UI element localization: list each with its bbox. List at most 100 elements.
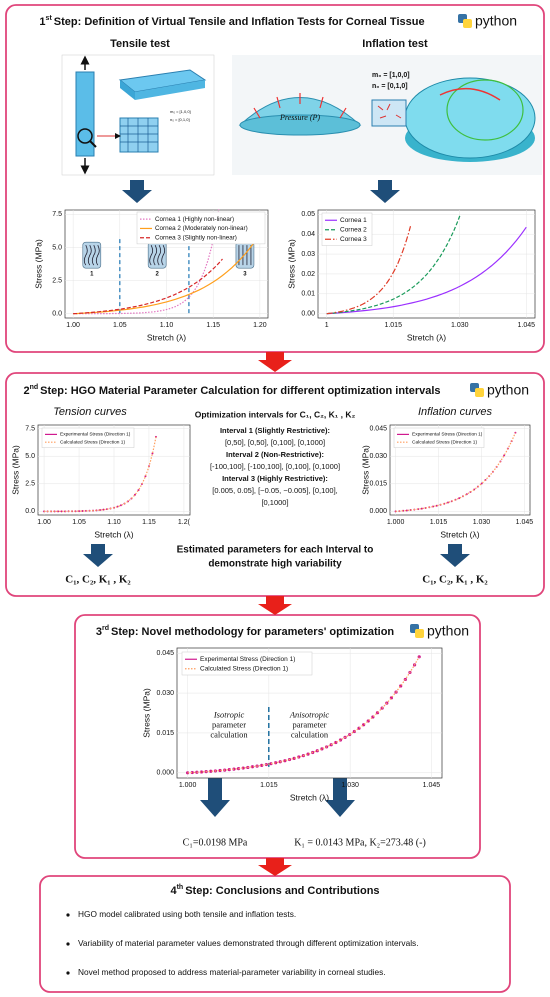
y-axis-title: Stress (MPa) bbox=[33, 239, 43, 289]
curve bbox=[44, 436, 157, 512]
x-tick-label: 1.15 bbox=[142, 519, 156, 526]
x-tick-label: 1.045 bbox=[516, 519, 534, 526]
title-part: nd bbox=[30, 384, 39, 391]
annotation: parameter bbox=[212, 719, 246, 729]
curve bbox=[395, 432, 516, 512]
curve-point bbox=[133, 493, 136, 496]
legend-label: Cornea 2 bbox=[340, 226, 367, 233]
image-label: m₀ = [1,0,0] bbox=[372, 72, 410, 79]
x-tick-label: 1.030 bbox=[473, 519, 491, 526]
fiber-label: 1 bbox=[90, 272, 94, 278]
x-tick-label: 1.045 bbox=[423, 782, 441, 789]
x-axis-title: Stretch (λ) bbox=[407, 332, 446, 342]
inflation-illustration bbox=[232, 55, 542, 175]
title-part: th bbox=[177, 884, 184, 891]
curve bbox=[326, 214, 461, 315]
intervals-heading: Optimization intervals for C₁, C₂, K₁ , … bbox=[195, 409, 356, 419]
y-tick-label: 0.015 bbox=[156, 730, 174, 737]
curve bbox=[73, 258, 223, 315]
y-tick-label: 0.0 bbox=[52, 311, 62, 318]
legend-box bbox=[321, 212, 373, 246]
x-tick-label: 1.10 bbox=[107, 519, 121, 526]
curve-point bbox=[218, 768, 222, 773]
title-part: 1 bbox=[39, 16, 45, 28]
legend-label: Cornea 1 bbox=[340, 217, 367, 224]
legend-box bbox=[181, 651, 313, 676]
x-tick-label: 1.045 bbox=[518, 322, 536, 329]
step-title: 4th Step: Conclusions and Contributions bbox=[170, 884, 379, 897]
legend-label: Cornea 2 (Moderately non-linear) bbox=[155, 225, 248, 232]
x-tick-label: 1 bbox=[325, 322, 329, 329]
parameter-set: C₁, C₂, K₁ , K₂ bbox=[65, 574, 131, 586]
y-tick-label: 0.030 bbox=[369, 453, 387, 460]
annotation: parameter bbox=[293, 719, 327, 729]
title-part: Step: HGO Material Parameter Calculation… bbox=[40, 385, 440, 397]
legend-box bbox=[393, 427, 485, 448]
y-tick-label: 0.00 bbox=[301, 311, 315, 318]
curve-point bbox=[250, 765, 255, 769]
python-logo bbox=[470, 383, 484, 397]
legend-label: Experimental Stress (Direction 1) bbox=[60, 432, 131, 438]
curve-point bbox=[480, 482, 483, 485]
panel-heading: Inflation test bbox=[362, 38, 428, 50]
annotation: calculation bbox=[210, 729, 248, 739]
legend-label: Experimental Stress (Direction 1) bbox=[200, 656, 295, 663]
title-part: st bbox=[46, 15, 53, 22]
estimated-text: demonstrate high variability bbox=[208, 559, 342, 570]
y-axis-title: Stress (MPa) bbox=[141, 688, 151, 738]
x-tick-label: 1.015 bbox=[430, 519, 448, 526]
image-label: Pressure (P) bbox=[279, 113, 320, 122]
y-tick-label: 5.0 bbox=[52, 244, 62, 251]
logo-yellow bbox=[475, 388, 484, 397]
curve-point bbox=[241, 766, 245, 770]
x-tick-label: 1.15 bbox=[206, 322, 220, 329]
curve-point bbox=[447, 501, 450, 504]
x-tick-label: 1.20 bbox=[253, 322, 267, 329]
fiber-label: 2 bbox=[155, 272, 159, 278]
interval-name: Interval 2 (Non-Restrictive): bbox=[226, 450, 324, 459]
curve-point bbox=[227, 768, 231, 772]
y-tick-label: 0.03 bbox=[301, 251, 315, 258]
step-title: 3rd Step: Novel methodology for parameter… bbox=[96, 625, 395, 638]
curve-point bbox=[199, 770, 204, 774]
curve-point bbox=[186, 771, 190, 775]
legend-label: Cornea 3 (Slightly non-linear) bbox=[155, 234, 237, 241]
x-axis-title: Stretch (λ) bbox=[440, 529, 479, 539]
x-tick-label: 1.05 bbox=[113, 322, 127, 329]
bullet bbox=[66, 913, 70, 917]
curve-point bbox=[417, 655, 421, 659]
legend-label: Calculated Stress (Direction 1) bbox=[60, 439, 125, 445]
curve-point bbox=[269, 762, 273, 766]
legend-label: Cornea 3 bbox=[340, 236, 367, 243]
x-axis-title: Stretch (λ) bbox=[290, 792, 329, 802]
logo-yellow bbox=[415, 629, 424, 638]
fiber bbox=[161, 244, 166, 266]
x-tick-label: 1.00 bbox=[37, 519, 51, 526]
title-part: 2 bbox=[23, 385, 29, 397]
estimated-text: Estimated parameters for each Interval t… bbox=[177, 545, 374, 556]
curve-point bbox=[274, 761, 278, 765]
y-tick-label: 0.0 bbox=[25, 508, 35, 515]
fiber bbox=[157, 244, 162, 266]
fiber bbox=[91, 244, 96, 266]
bullet bbox=[66, 971, 70, 975]
python-logo bbox=[458, 14, 472, 28]
x-tick-label: 1.10 bbox=[160, 322, 174, 329]
y-tick-label: 2.5 bbox=[52, 277, 62, 284]
curve-point bbox=[405, 509, 408, 512]
y-tick-label: 0.04 bbox=[301, 231, 315, 238]
y-tick-label: 7.5 bbox=[52, 211, 62, 218]
curve bbox=[326, 226, 412, 315]
legend-label: Experimental Stress (Direction 1) bbox=[412, 432, 483, 438]
bullet-text: HGO model calibrated using both tensile … bbox=[78, 909, 296, 919]
y-tick-label: 0.015 bbox=[369, 481, 387, 488]
down-arrows bbox=[83, 180, 470, 817]
y-axis-title: Stress (MPa) bbox=[360, 445, 370, 495]
panel-heading: Tension curves bbox=[53, 406, 127, 418]
y-tick-label: 0.01 bbox=[301, 291, 315, 298]
legend-box bbox=[136, 211, 266, 245]
x-tick-label: 1.00 bbox=[66, 322, 80, 329]
curve-point bbox=[190, 770, 194, 775]
y-tick-label: 2.5 bbox=[25, 481, 35, 488]
annotation: Isotropic bbox=[213, 709, 245, 719]
